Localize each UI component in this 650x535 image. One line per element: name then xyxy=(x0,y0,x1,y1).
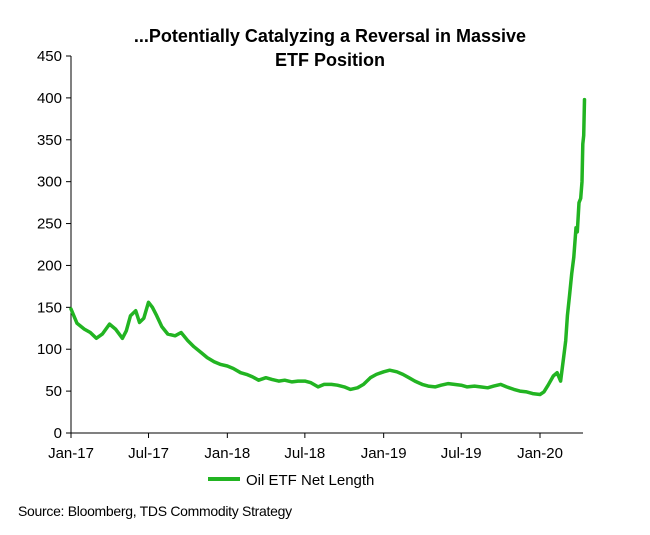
y-tick-label: 150 xyxy=(37,299,62,316)
y-tick-label: 350 xyxy=(37,132,62,149)
x-tick-label: Jul-18 xyxy=(284,445,325,462)
y-tick-label: 200 xyxy=(37,257,62,274)
x-tick-label: Jan-19 xyxy=(361,445,407,462)
legend-label: Oil ETF Net Length xyxy=(246,472,374,489)
x-tick-label: Jan-17 xyxy=(48,445,94,462)
y-tick-label: 100 xyxy=(37,341,62,358)
legend: Oil ETF Net Length xyxy=(208,472,374,489)
y-tick-label: 250 xyxy=(37,216,62,233)
y-tick-label: 400 xyxy=(37,90,62,107)
series-line-oil-etf-net-length xyxy=(69,97,587,397)
x-tick-label: Jul-19 xyxy=(441,445,482,462)
y-axis: 0 50 100 150 200 250 300 350 400 450 xyxy=(37,48,72,442)
x-axis: Jan-17 Jul-17 Jan-18 Jul-18 Jan-19 Jul-19 Jan-… xyxy=(48,432,583,462)
y-tick-label: 0 xyxy=(54,425,62,442)
y-tick-label: 50 xyxy=(45,383,62,400)
y-tick-label: 450 xyxy=(37,48,62,65)
chart-title-line-1: ...Potentially Catalyzing a Reversal in … xyxy=(133,26,527,46)
series-group xyxy=(69,97,587,397)
source-note: Source: Bloomberg, TDS Commodity Strateg… xyxy=(18,503,292,519)
x-tick-label: Jul-17 xyxy=(128,445,169,462)
x-tick-label: Jan-18 xyxy=(204,445,250,462)
y-tick-label: 300 xyxy=(37,174,62,191)
chart-title-line-2: ETF Position xyxy=(275,50,385,70)
x-tick-label: Jan-20 xyxy=(517,445,563,462)
